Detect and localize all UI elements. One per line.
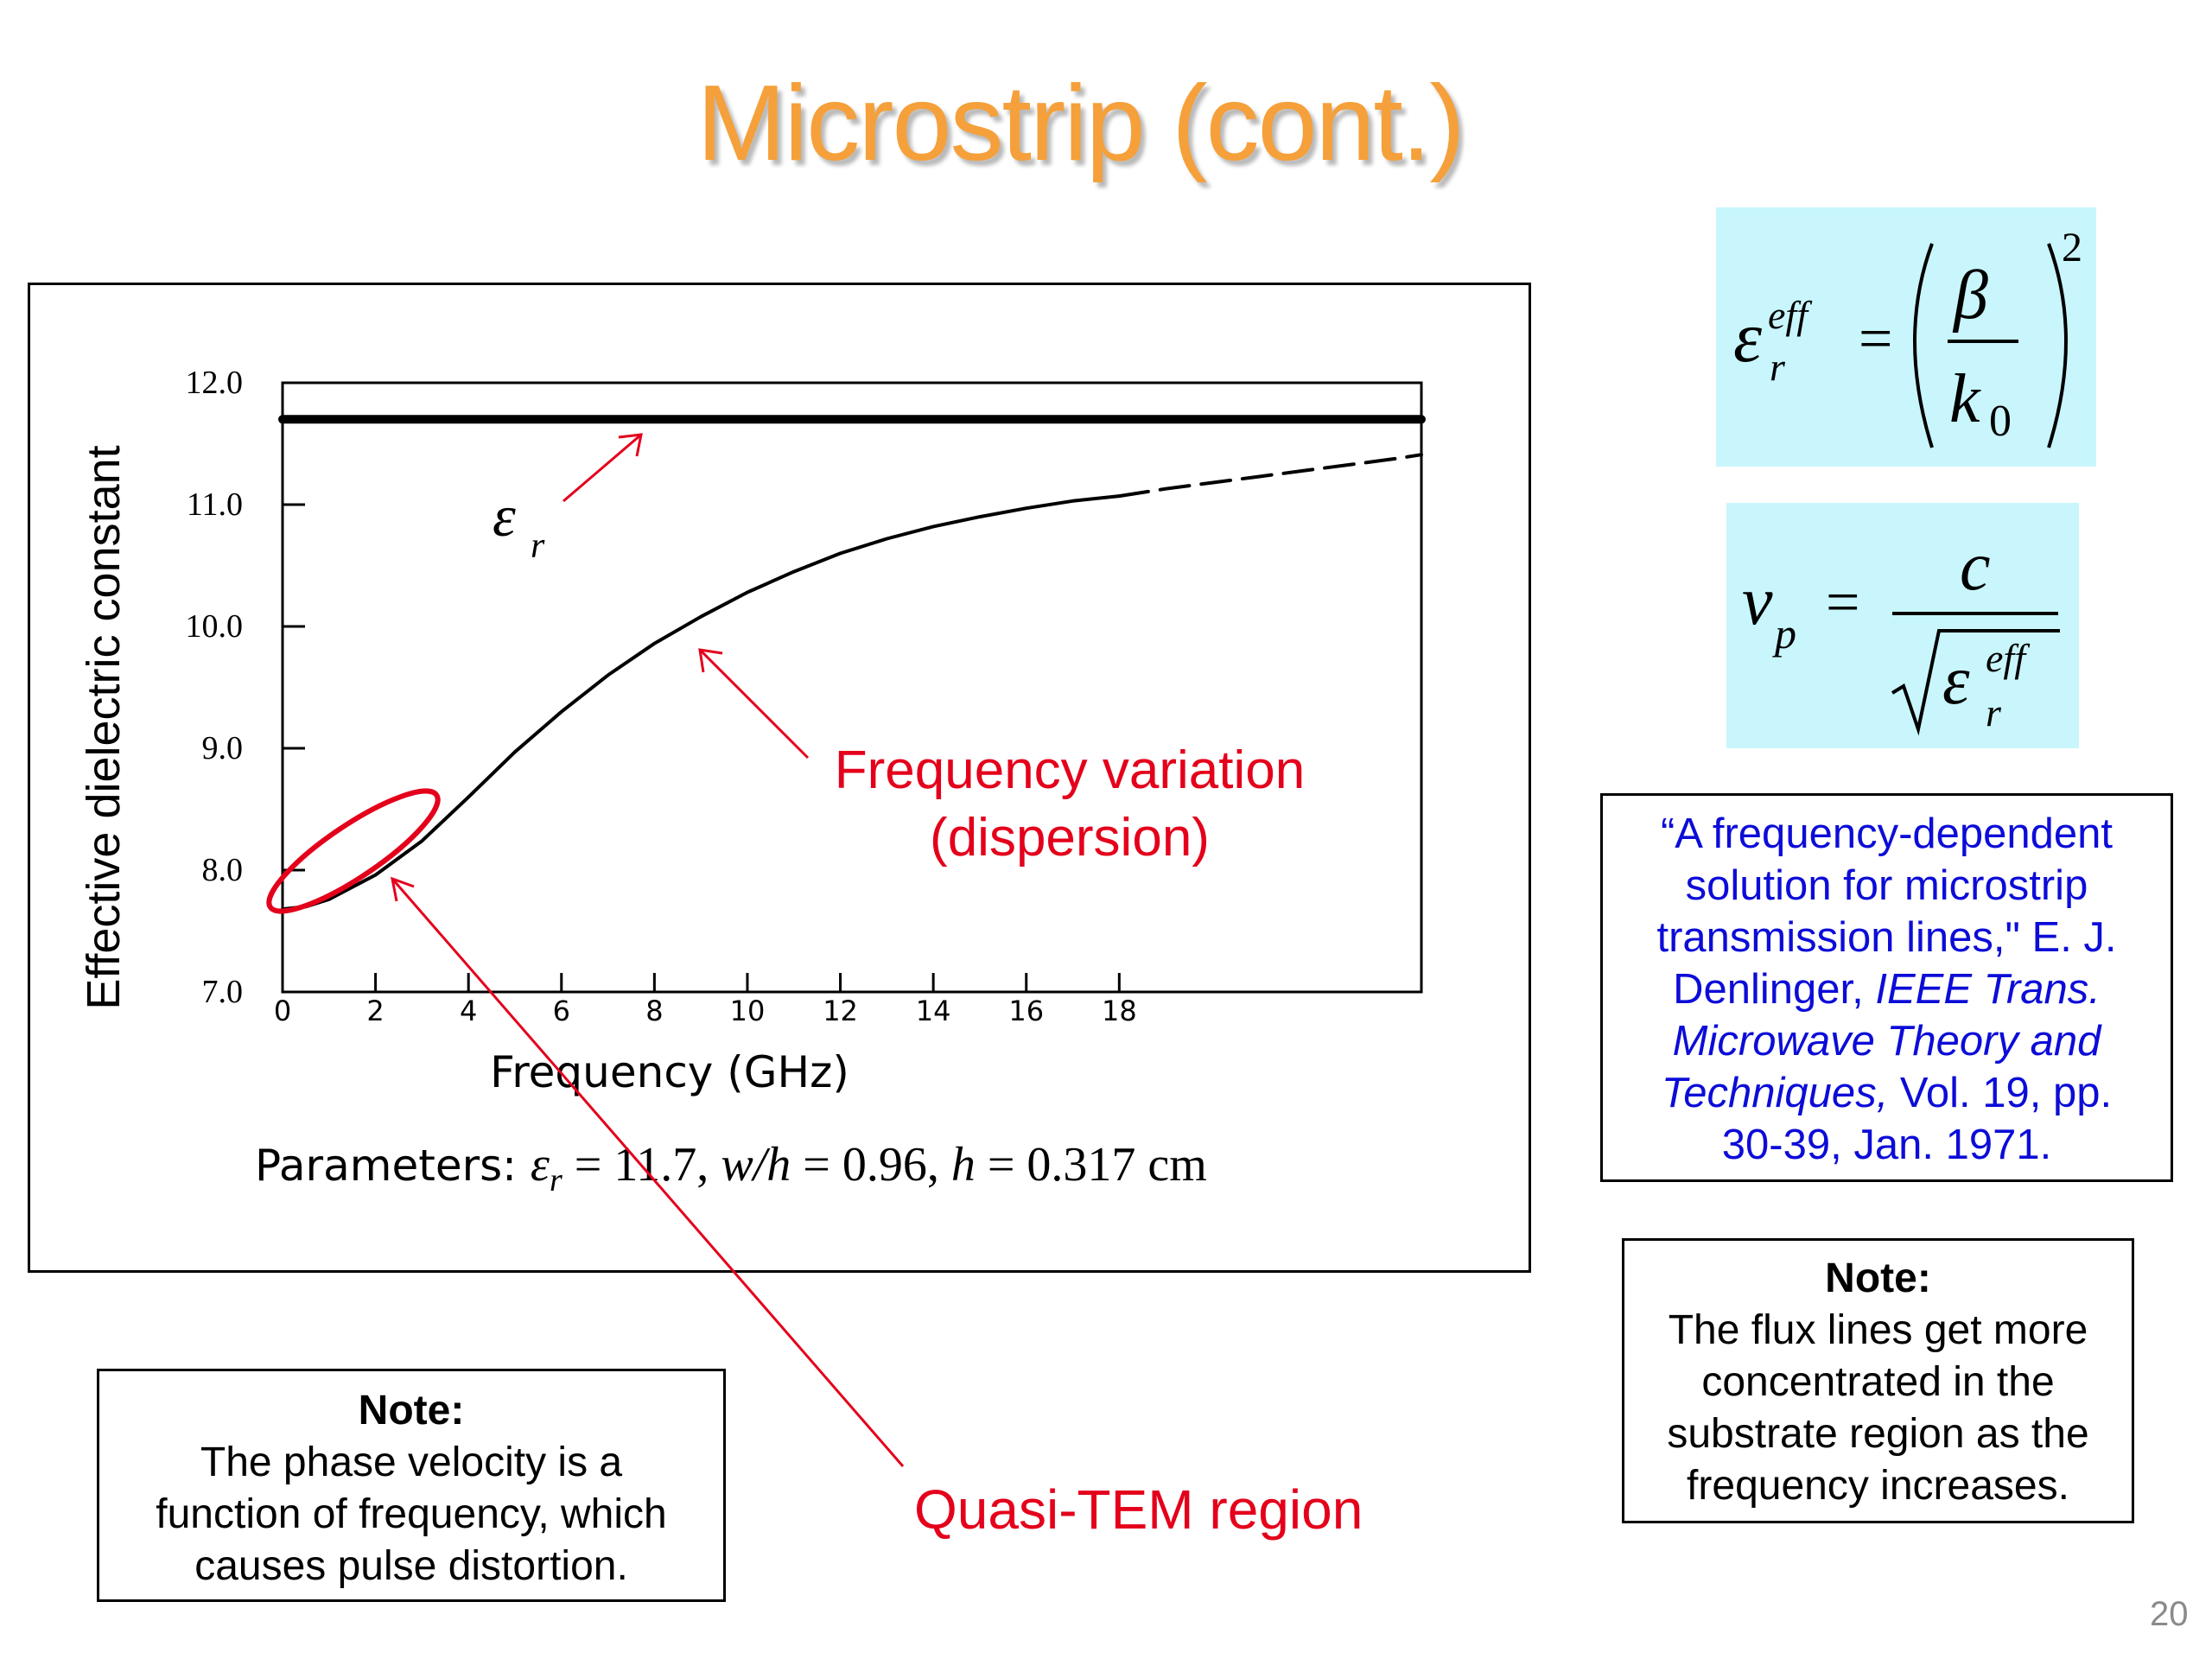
y-tick-label: 12.0 [186, 365, 244, 401]
y-axis-title: Effective dielectric constant [78, 445, 130, 1009]
x-tick-label: 8 [645, 995, 663, 1027]
reference-line: “A frequency-dependent [1660, 810, 2113, 857]
eq1-k: k [1949, 361, 1981, 437]
reference-journal-cont: Microwave Theory and [1672, 1018, 2101, 1065]
note-line: The phase velocity is a [200, 1440, 623, 1485]
eq2-equals: = [1826, 569, 1859, 636]
dispersion-label-line2: (dispersion) [930, 808, 1210, 868]
effective-permittivity-equation: ε eff r = β k 0 2 [1716, 207, 2096, 467]
x-tick-label: 14 [916, 995, 951, 1027]
slide-title: Microstrip (cont.) [696, 64, 1465, 183]
reference-line: transmission lines," E. J. [1656, 914, 2117, 961]
eq1-beta: β [1952, 257, 1988, 334]
note-line: The flux lines get more [1668, 1307, 2088, 1353]
y-tick-label: 7.0 [202, 974, 244, 1010]
parameters-text: Parameters: εr = 11.7, w/h = 0.96, h = 0… [255, 1138, 1207, 1198]
phase-velocity-equation: v p = c ε eff r [1726, 503, 2079, 748]
note-title: Note: [358, 1388, 465, 1433]
note-line: substrate region as the [1667, 1411, 2089, 1457]
eq2-c: c [1960, 529, 1991, 605]
reference-volume: Vol. 19, pp. [1888, 1070, 2113, 1116]
reference-line: solution for microstrip [1685, 862, 2088, 909]
eq1-left-paren [1913, 243, 1934, 448]
quasi-tem-arrowhead [391, 876, 415, 902]
eq1-subscript: r [1770, 345, 1786, 389]
x-axis-ticks: 0 2 4 6 8 10 12 14 16 18 [274, 973, 1137, 1027]
reference-line: Techniques, Vol. 19, pp. [1603, 1067, 2171, 1119]
y-tick-label: 8.0 [202, 852, 244, 888]
x-tick-label: 6 [553, 995, 570, 1027]
figure-frame [28, 283, 1531, 1273]
eq2-subscript: r [1986, 690, 2002, 734]
quasi-tem-label: Quasi-TEM region [914, 1478, 1363, 1541]
eq2-epsilon: ε [1942, 643, 1970, 719]
eq2-v: v [1742, 563, 1773, 639]
reference-journal-end: Techniques, [1661, 1070, 1889, 1116]
dispersion-arrow [698, 648, 810, 760]
y-axis-ticks: 7.0 8.0 9.0 10.0 11.0 12.0 [186, 365, 305, 1010]
x-tick-label: 16 [1008, 995, 1044, 1027]
note-line: concentrated in the [1701, 1359, 2055, 1405]
eq1-superscript: eff [1768, 293, 1813, 337]
eq1-right-paren [2047, 243, 2068, 448]
reference-line: Microwave Theory and [1603, 1015, 2171, 1067]
note-box-flux: Note: The flux lines get more concentrat… [1622, 1238, 2134, 1523]
equation-2-graphic: v p = c ε eff r [1742, 529, 2060, 736]
effective-permittivity-curve [281, 494, 1122, 912]
note-title: Note: [1825, 1255, 1931, 1301]
x-tick-label: 18 [1102, 995, 1137, 1027]
dispersion-label-line1: Frequency variation [835, 741, 1306, 800]
y-tick-label: 10.0 [186, 608, 244, 645]
eps-r-annotation: ε [493, 483, 516, 549]
equation-1-graphic: ε eff r = β k 0 2 [1733, 225, 2082, 448]
eq2-sqrt-sign [1891, 629, 2060, 736]
plot-frame [281, 381, 1423, 994]
dispersion-arrowhead [698, 648, 723, 673]
x-tick-label: 2 [366, 995, 384, 1027]
y-tick-label: 9.0 [202, 730, 244, 766]
x-axis-title: Frequency (GHz) [490, 1047, 849, 1097]
effective-permittivity-dashed-curve [1117, 453, 1423, 499]
note-box-phase-velocity: Note: The phase velocity is a function o… [97, 1369, 726, 1602]
note-line: frequency increases. [1687, 1463, 2069, 1509]
x-tick-label: 12 [823, 995, 858, 1027]
eps-r-arrowhead [618, 433, 643, 457]
reference-line: 30-39, Jan. 1971. [1721, 1122, 2052, 1168]
note-line: causes pulse distortion. [194, 1543, 628, 1589]
y-tick-label: 11.0 [187, 486, 243, 523]
x-tick-label: 0 [274, 995, 291, 1027]
reference-box: “A frequency-dependent solution for micr… [1600, 793, 2173, 1182]
eq1-epsilon: ε [1733, 297, 1763, 378]
series-layer [278, 415, 1426, 912]
eq1-equals: = [1859, 306, 1892, 372]
x-tick-label: 10 [730, 995, 766, 1027]
quasi-tem-arrow [391, 878, 905, 1467]
reference-author: Denlinger, [1673, 966, 1876, 1013]
quasi-tem-ellipse [266, 788, 441, 914]
eq2-v-subscript: p [1772, 609, 1796, 658]
page-number: 20 [2150, 1595, 2189, 1633]
reference-line: Denlinger, IEEE Trans. [1603, 963, 2171, 1015]
eps-r-subscript: r [531, 526, 545, 566]
eq1-exponent: 2 [2062, 225, 2082, 270]
note-line: function of frequency, which [156, 1491, 667, 1537]
eq1-k-subscript: 0 [1989, 397, 2012, 446]
eps-r-arrow [563, 433, 642, 503]
x-tick-label: 4 [460, 995, 477, 1027]
eq2-superscript: eff [1986, 636, 2031, 680]
reference-journal: IEEE Trans. [1875, 966, 2101, 1013]
